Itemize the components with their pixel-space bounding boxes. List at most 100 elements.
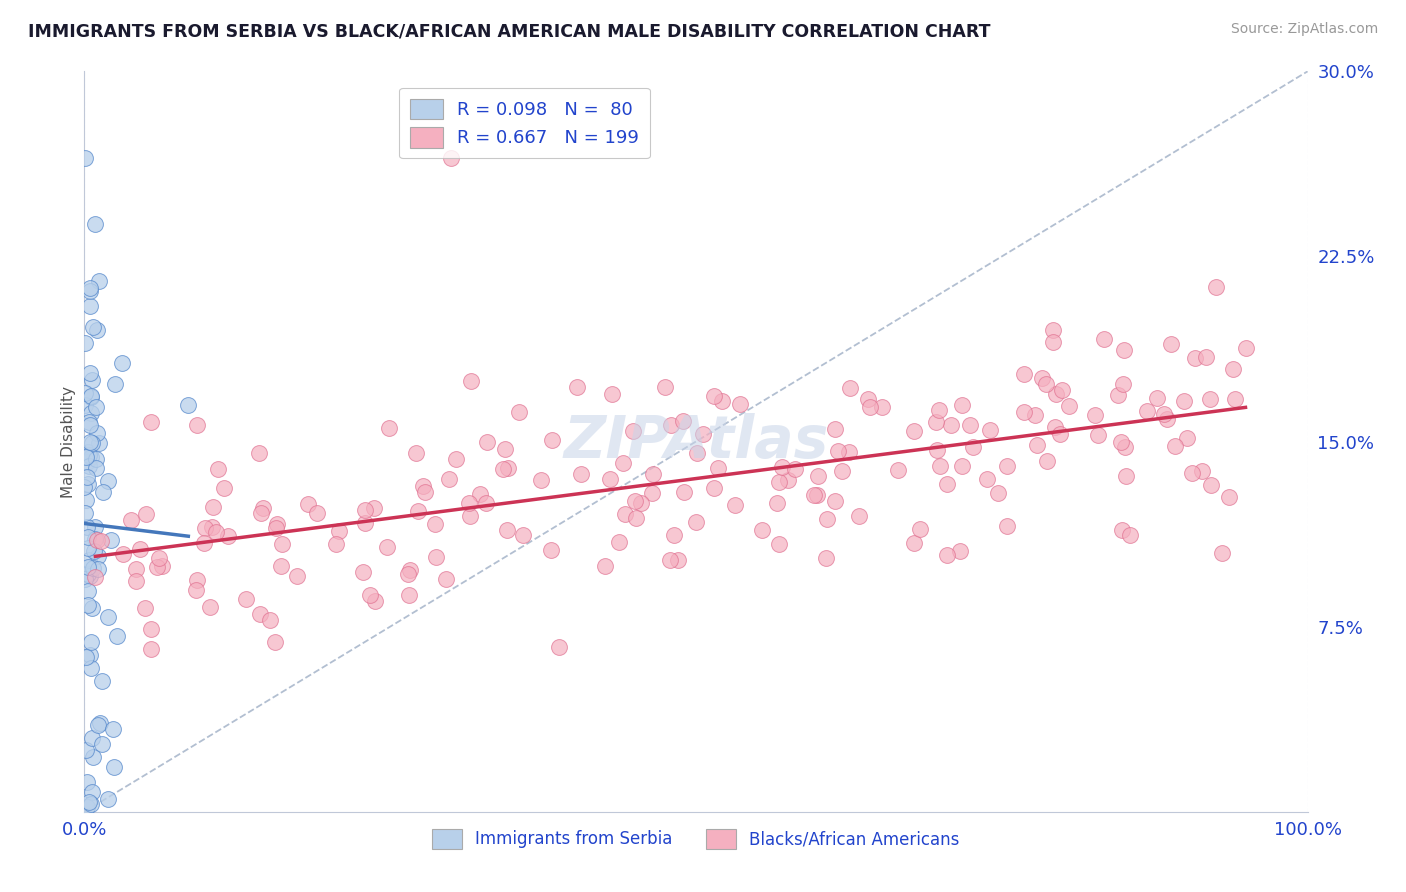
Point [903,424,925,438]
Point [75,151,97,165]
Point [84,451,107,466]
Point [200,520,222,534]
Point [623,494,645,508]
Point [101,723,124,737]
Point [84,570,107,584]
Point [79,389,101,403]
Point [658,553,681,567]
Point [1092,331,1115,345]
Point [79,648,101,663]
Point [979,423,1001,437]
Y-axis label: Male Disability: Male Disability [60,385,76,498]
Point [824,422,846,436]
Point [685,516,707,530]
Point [815,551,838,566]
Point [103,760,125,774]
Point [120,512,142,526]
Point [204,524,226,539]
Point [77,559,100,574]
Point [803,488,825,502]
Point [1035,377,1057,392]
Point [423,517,446,532]
Text: ZIPAtlas: ZIPAtlas [564,413,828,470]
Point [352,565,374,579]
Point [266,521,288,535]
Point [80,405,103,419]
Point [1084,409,1107,423]
Point [79,435,101,450]
Point [1031,371,1053,385]
Point [664,528,686,542]
Point [76,476,98,491]
Point [859,400,882,414]
Point [287,568,309,582]
Point [77,795,100,809]
Point [987,486,1010,500]
Point [703,389,725,403]
Point [995,519,1018,533]
Point [194,521,217,535]
Point [82,785,104,799]
Point [1049,427,1071,442]
Point [79,285,101,299]
Point [75,493,97,508]
Point [508,405,530,419]
Point [87,718,110,732]
Point [1024,408,1046,422]
Point [413,484,436,499]
Point [73,385,96,400]
Point [76,445,98,459]
Point [124,574,146,588]
Point [84,520,107,534]
Point [935,548,957,562]
Point [100,533,122,548]
Point [567,380,589,394]
Point [79,366,101,380]
Point [706,461,728,475]
Point [212,481,235,495]
Point [666,552,689,566]
Point [249,607,271,621]
Point [903,536,925,550]
Point [492,462,515,476]
Point [768,475,790,489]
Point [89,715,111,730]
Point [1199,392,1222,406]
Point [1087,427,1109,442]
Point [612,456,634,470]
Point [848,508,870,523]
Point [457,496,479,510]
Point [1043,420,1066,434]
Point [364,594,387,608]
Point [76,799,98,814]
Point [75,743,97,757]
Point [609,535,631,549]
Point [950,459,973,474]
Point [641,485,664,500]
Point [259,613,281,627]
Point [654,380,676,394]
Point [807,468,830,483]
Point [928,459,950,474]
Point [80,731,103,745]
Point [96,474,118,488]
Point [73,573,96,587]
Point [599,472,621,486]
Point [498,461,520,475]
Point [134,600,156,615]
Point [79,417,101,432]
Point [1195,350,1218,364]
Point [1234,342,1257,356]
Point [768,537,790,551]
Point [80,450,103,464]
Point [186,573,208,587]
Point [935,477,957,491]
Point [1114,440,1136,454]
Point [217,529,239,543]
Point [264,634,287,648]
Point [266,517,288,532]
Point [468,487,491,501]
Point [927,442,949,457]
Point [77,566,100,581]
Point [548,640,571,655]
